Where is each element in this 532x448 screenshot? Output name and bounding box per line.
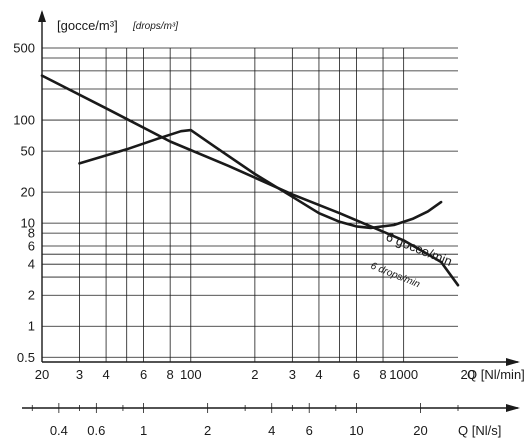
x-tick-label: 20 (35, 367, 49, 382)
x2-tick-label: 20 (413, 423, 427, 438)
annotation-gocce: 6 gocce/min (384, 229, 455, 269)
x-tick-label: 8 (167, 367, 174, 382)
x-tick-label: 3 (76, 367, 83, 382)
y-tick-label: 500 (13, 41, 35, 56)
x-axis-title: Q [Nl/min] (467, 367, 525, 382)
y-tick-label: 10 (21, 216, 35, 231)
y-tick-label: 4 (28, 257, 35, 272)
y-axis-title: [gocce/m³] (57, 18, 118, 33)
grid (42, 47, 458, 362)
x-tick-label: 20 (461, 367, 475, 382)
series-layer (40, 74, 460, 287)
x-axis-arrow (506, 358, 520, 366)
x2-tick-label: 2 (204, 423, 211, 438)
y-axis-arrow (38, 10, 46, 22)
x2-tick-label: 0.6 (87, 423, 105, 438)
y-tick-label: 100 (13, 113, 35, 128)
y-tick-label: 20 (21, 185, 35, 200)
series-line-2 (78, 128, 443, 230)
x2-tick-label: 1 (140, 423, 147, 438)
y-tick-label: 6 (28, 239, 35, 254)
x2-tick-label: 0.4 (50, 423, 68, 438)
x-tick-label: 3 (289, 367, 296, 382)
x-tick-label: 8 (379, 367, 386, 382)
x2-tick-label: 4 (268, 423, 275, 438)
x-tick-label: 4 (315, 367, 322, 382)
x-tick-label: 6 (353, 367, 360, 382)
x-tick-label: 6 (140, 367, 147, 382)
x2-tick-label: 6 (306, 423, 313, 438)
x-tick-label: 2 (251, 367, 258, 382)
y-tick-label: 50 (21, 144, 35, 159)
x2-tick-label: 10 (349, 423, 363, 438)
y-axis-title-secondary: [drops/m³] (132, 21, 178, 32)
x-tick-label: 4 (102, 367, 109, 382)
annotation-drops: 6 drops/min (369, 261, 422, 291)
series-line-1 (40, 74, 460, 287)
x-tick-label: 100 (180, 367, 202, 382)
axes (22, 10, 520, 413)
y-tick-label: 2 (28, 288, 35, 303)
y-tick-label: 0.5 (17, 350, 35, 365)
x2-axis-title: Q [Nl/s] (458, 423, 501, 438)
x-tick-label: 1000 (389, 367, 418, 382)
x2-axis-arrow (506, 404, 520, 412)
y-tick-label: 8 (28, 226, 35, 241)
y-tick-label: 1 (28, 319, 35, 334)
